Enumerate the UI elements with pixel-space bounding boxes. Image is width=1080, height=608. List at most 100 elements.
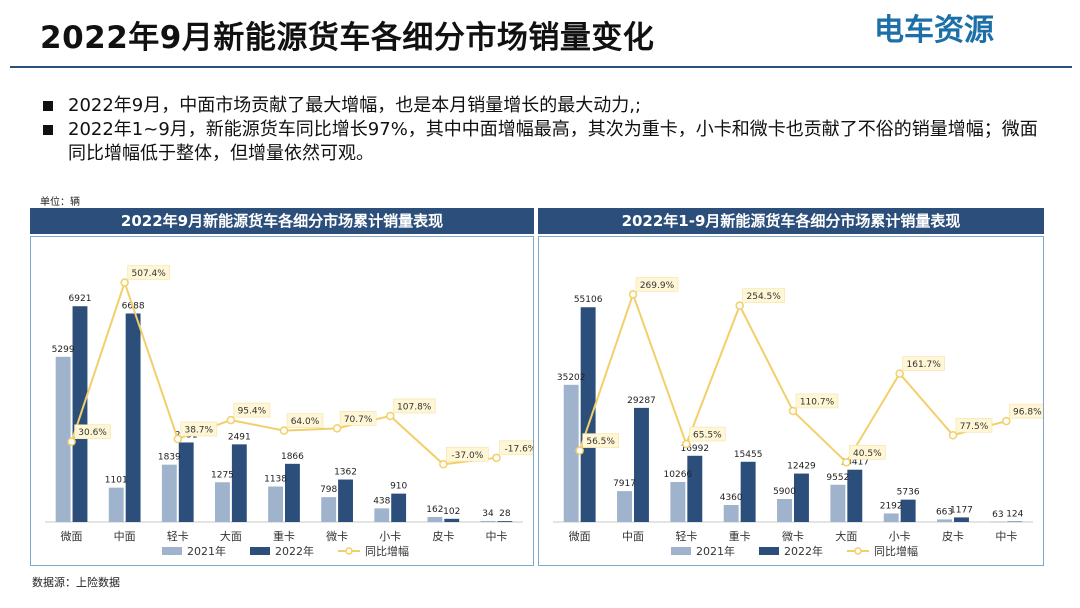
growth-point bbox=[1002, 416, 1011, 426]
data-label-2021: 63 bbox=[992, 510, 1003, 520]
growth-point bbox=[682, 439, 691, 449]
growth-label-box bbox=[689, 426, 726, 442]
bar-2021 bbox=[427, 516, 443, 522]
legend-swatch-2022 bbox=[759, 547, 779, 555]
bar-2022 bbox=[740, 461, 756, 522]
growth-point bbox=[385, 411, 395, 421]
bar-2021 bbox=[670, 481, 686, 522]
bar-2022 bbox=[338, 479, 353, 522]
bar-2021 bbox=[55, 356, 71, 522]
bar-2022 bbox=[687, 455, 703, 522]
chart-left-panel: 52996921微面11016688中面18392551轻卡12752491大面… bbox=[30, 236, 542, 566]
bar-2021 bbox=[268, 486, 283, 522]
growth-label: 65.5% bbox=[693, 431, 722, 441]
bar-2022 bbox=[794, 473, 809, 522]
growth-point bbox=[575, 446, 584, 455]
legend-marker-growth bbox=[345, 547, 353, 555]
data-label-2021: 35202 bbox=[557, 373, 586, 383]
growth-label-box bbox=[180, 421, 218, 437]
category-label: 轻卡 bbox=[167, 529, 189, 543]
data-label-2022: 16992 bbox=[680, 444, 709, 454]
bar-2021 bbox=[215, 482, 230, 522]
growth-label-box bbox=[795, 393, 839, 409]
chart-right-title: 2022年1-9月新能源货车各细分市场累计销量表现 bbox=[538, 208, 1044, 234]
data-label-2021: 7917 bbox=[613, 479, 636, 489]
bar-2021 bbox=[723, 505, 739, 522]
growth-label: 77.5% bbox=[960, 422, 989, 432]
data-label-2021: 1275 bbox=[211, 470, 234, 480]
category-label: 小卡 bbox=[379, 530, 401, 543]
legend-swatch-2021 bbox=[162, 547, 182, 555]
data-label-2021: 162 bbox=[426, 505, 443, 515]
bar-2022 bbox=[444, 518, 460, 522]
growth-label: 507.4% bbox=[132, 269, 167, 279]
growth-label-box bbox=[233, 402, 271, 418]
legend-label-growth: 同比增幅 bbox=[874, 544, 918, 558]
growth-point bbox=[332, 424, 342, 433]
bullet-item: 2022年9月，中面市场贡献了最大增幅，也是本月销量增长的最大动力,; bbox=[40, 94, 1050, 118]
category-label: 重卡 bbox=[273, 529, 295, 543]
data-label-2022: 55106 bbox=[574, 295, 603, 305]
growth-label-box bbox=[286, 413, 324, 428]
growth-label-box bbox=[742, 288, 785, 303]
bar-2021 bbox=[990, 521, 1006, 523]
data-label-2022: 102 bbox=[443, 507, 460, 517]
category-label: 微面 bbox=[569, 529, 591, 543]
data-label-2021: 5299 bbox=[52, 345, 75, 355]
data-label-2022: 910 bbox=[390, 482, 407, 492]
bar-2022 bbox=[285, 463, 300, 522]
data-source-label: 数据源：上险数据 bbox=[32, 576, 120, 589]
legend-swatch-2022 bbox=[250, 547, 270, 555]
data-label-2022: 15455 bbox=[734, 450, 763, 460]
category-label: 中卡 bbox=[995, 530, 1017, 543]
legend-swatch-2021 bbox=[671, 547, 691, 555]
bar-2022 bbox=[900, 499, 916, 522]
bar-2022 bbox=[178, 442, 194, 522]
category-label: 大面 bbox=[835, 529, 857, 543]
page-title: 2022年9月新能源货车各细分市场销量变化 bbox=[40, 20, 655, 56]
data-label-2022: 124 bbox=[1006, 510, 1023, 520]
bullet-square-icon bbox=[43, 125, 53, 135]
growth-label-box bbox=[446, 446, 489, 462]
growth-point bbox=[735, 301, 744, 310]
growth-point bbox=[895, 369, 904, 378]
growth-label-box bbox=[127, 265, 170, 280]
bar-2021 bbox=[777, 499, 792, 522]
data-label-2022: 6921 bbox=[69, 294, 92, 304]
category-label: 皮卡 bbox=[432, 530, 454, 543]
growth-point bbox=[842, 458, 851, 467]
category-label: 中面 bbox=[114, 530, 136, 543]
bar-2022 bbox=[231, 444, 247, 522]
header-divider bbox=[10, 66, 1072, 68]
data-label-2021: 9552 bbox=[826, 473, 849, 483]
growth-label: -37.0% bbox=[451, 451, 483, 461]
data-label-2022: 5736 bbox=[897, 488, 920, 498]
unit-label: 单位：辆 bbox=[40, 197, 80, 208]
bar-2021 bbox=[937, 519, 952, 522]
category-label: 中卡 bbox=[485, 530, 507, 543]
data-label-2021: 1839 bbox=[158, 453, 181, 463]
chart-right-svg: 35202 55106 微面 7917 29287 中面 10266 16992 轻卡 4360 1… bbox=[553, 277, 1046, 558]
growth-label: 64.0% bbox=[291, 417, 320, 427]
data-label-2021: 4360 bbox=[720, 493, 743, 503]
growth-label: 107.8% bbox=[397, 402, 432, 412]
growth-label: 254.5% bbox=[747, 292, 782, 302]
data-label-2021: 798 bbox=[320, 485, 337, 495]
category-label: 微卡 bbox=[326, 529, 348, 543]
growth-label: 269.9% bbox=[640, 281, 675, 291]
growth-label: -17.6% bbox=[505, 444, 533, 454]
brand-logo: 电车资源 bbox=[872, 8, 994, 54]
growth-label: 96.8% bbox=[1013, 408, 1042, 418]
category-label: 大面 bbox=[220, 529, 242, 543]
bar-2022 bbox=[1007, 521, 1023, 523]
growth-point bbox=[492, 453, 501, 463]
category-label: 微卡 bbox=[782, 529, 804, 543]
growth-point bbox=[788, 406, 798, 416]
bar-2021 bbox=[480, 520, 496, 522]
legend-label-growth: 同比增幅 bbox=[365, 544, 409, 558]
category-label: 微面 bbox=[61, 529, 83, 543]
logo-text: 电车资源 bbox=[874, 13, 994, 48]
data-label-2022: 13417 bbox=[840, 458, 869, 468]
legend-label-2021: 2021年 bbox=[187, 544, 226, 558]
bar-2022 bbox=[634, 407, 649, 522]
